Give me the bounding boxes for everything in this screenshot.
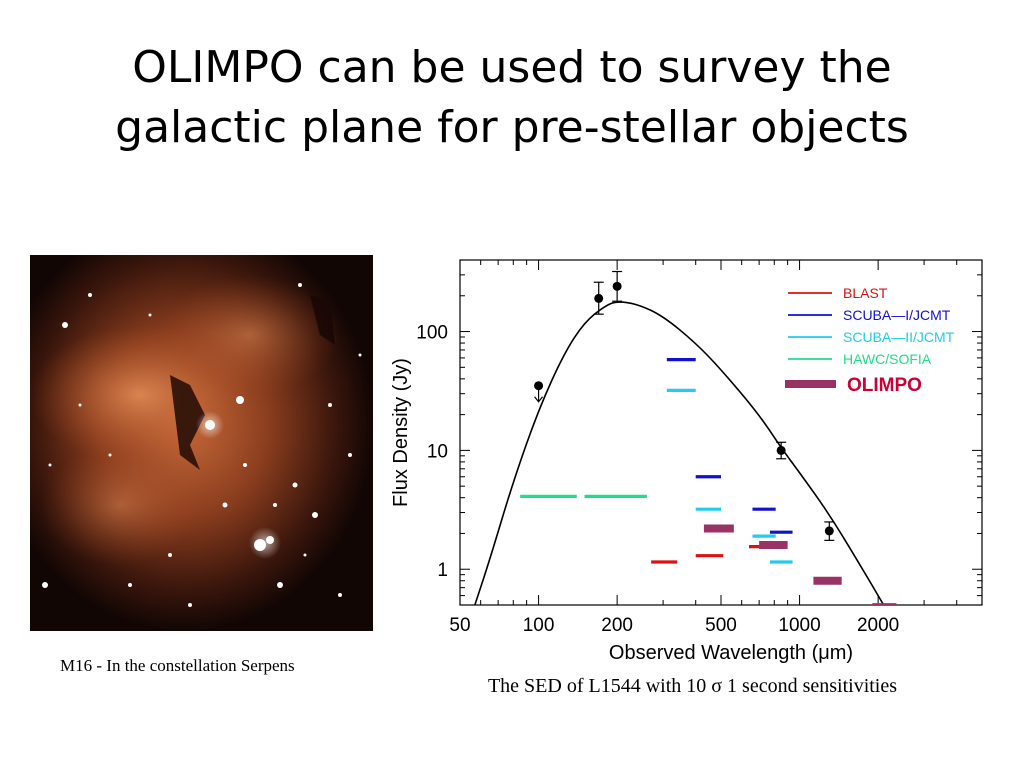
x-tick-label: 500: [705, 615, 737, 636]
sed-data-point: [612, 281, 622, 291]
sed-data-point: [594, 293, 604, 303]
photo-caption: M16 - In the constellation Serpens: [60, 656, 295, 675]
y-axis-label: Flux Density (Jy): [390, 358, 412, 507]
y-tick-label: 100: [416, 323, 448, 344]
sed-data-point: [776, 445, 786, 455]
legend-label: SCUBA—I/JCMT: [843, 307, 951, 323]
legend-label: SCUBA—II/JCMT: [843, 329, 955, 345]
sed-chart: 50 100 200 500 1000 2000 1 10 100 Observed Wavele…: [375, 250, 1000, 670]
x-tick-label: 200: [601, 615, 633, 636]
sed-curve: [474, 301, 885, 605]
x-tick-label: 100: [523, 615, 555, 636]
x-tick-label: 2000: [857, 615, 899, 636]
x-tick-label: 50: [449, 615, 470, 636]
title-line-1: OLIMPO can be used to survey the: [132, 42, 892, 93]
x-tick-label: 1000: [778, 615, 820, 636]
legend-label: HAWC/SOFIA: [843, 351, 932, 367]
legend-label-olimpo: OLIMPO: [847, 375, 922, 396]
y-tick-label: 10: [427, 441, 448, 462]
legend-label: BLAST: [843, 285, 888, 301]
sed-data-point: [824, 526, 834, 536]
sed-chart-svg: 50 100 200 500 1000 2000 1 10 100 Observed Wavele…: [390, 259, 983, 664]
sed-data-point: [534, 381, 544, 391]
x-axis-label: Observed Wavelength (μm): [609, 642, 853, 664]
y-tick-label: 1: [437, 560, 448, 581]
slide-title: OLIMPO can be used to survey the galacti…: [0, 38, 1024, 158]
title-line-2: galactic plane for pre-stellar objects: [115, 102, 909, 153]
nebula-photo: [30, 255, 373, 631]
chart-caption: The SED of L1544 with 10 σ 1 second sens…: [487, 675, 898, 697]
